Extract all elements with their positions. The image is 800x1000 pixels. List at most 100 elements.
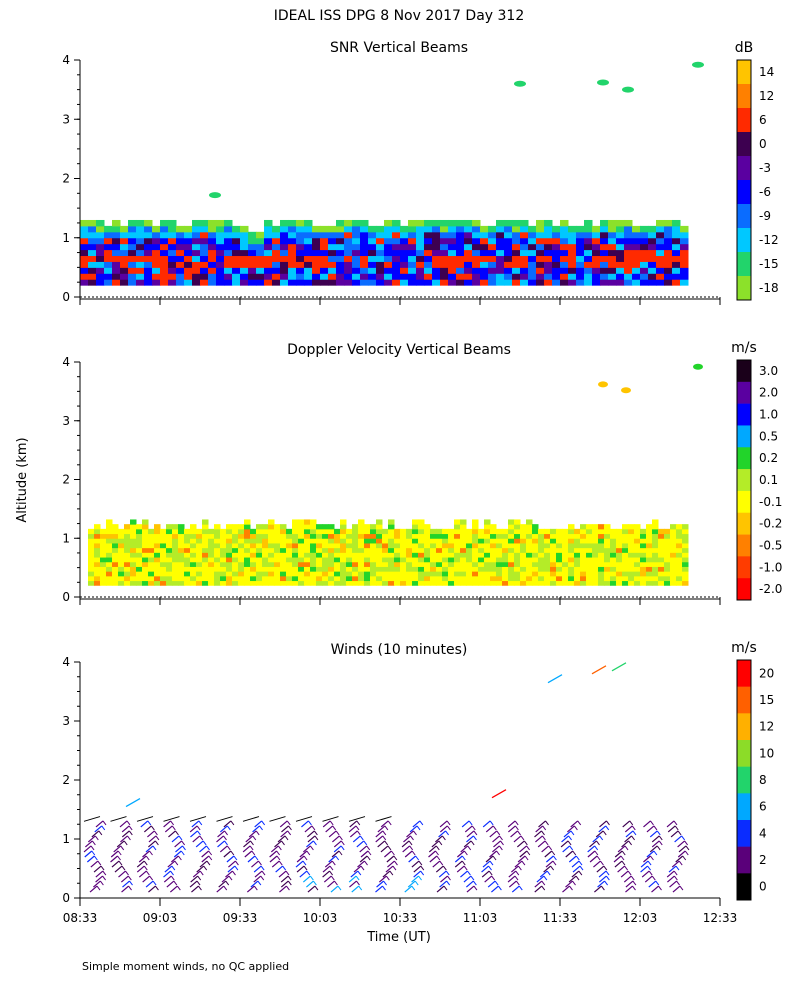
doppler-cell [424, 580, 431, 586]
wind-barb-flag [118, 860, 123, 866]
snr-cell [248, 249, 257, 257]
doppler-cell [304, 571, 311, 577]
doppler-cell [508, 524, 515, 530]
snr-cell [616, 225, 625, 233]
snr-cell [232, 255, 241, 262]
snr-cell [128, 255, 137, 262]
snr-cell [672, 225, 681, 233]
snr-cell [672, 231, 681, 239]
doppler-cell [460, 566, 467, 572]
snr-cell [448, 243, 457, 251]
doppler-cell [286, 575, 293, 582]
doppler-cell [544, 542, 551, 549]
snr-cell [464, 261, 473, 268]
snr-cell [424, 273, 433, 280]
snr-cell [416, 273, 425, 280]
wind-barb [226, 855, 235, 863]
snr-cell [496, 231, 505, 239]
doppler-cell [622, 580, 629, 586]
wind-barb-flag [208, 855, 213, 861]
doppler-cell [226, 542, 233, 549]
wind-barb [243, 840, 251, 848]
wind-barb [280, 830, 289, 838]
doppler-cell [412, 533, 419, 539]
snr-cell [464, 219, 473, 227]
doppler-cell [472, 566, 479, 572]
wind-barb-flag [658, 835, 663, 841]
doppler-cell [256, 580, 263, 586]
doppler-cell [532, 566, 539, 572]
snr-cell [392, 267, 401, 274]
doppler-cell [454, 538, 461, 544]
doppler-cell [526, 524, 533, 530]
snr-cell [440, 249, 449, 257]
snr-cell [368, 261, 377, 268]
snr-cell [624, 261, 633, 268]
doppler-cell [346, 547, 353, 553]
snr-cell [400, 255, 409, 262]
doppler-cell [550, 533, 557, 539]
wind-barb-flag [173, 880, 178, 886]
snr-cell [664, 249, 673, 257]
doppler-cell [430, 542, 437, 549]
doppler-cell [142, 524, 149, 530]
snr-cell [312, 255, 321, 262]
snr-cell [440, 219, 449, 227]
wind-barb [322, 865, 331, 873]
snr-cell [232, 249, 241, 257]
snr-cell [504, 255, 513, 262]
colorbar-label: 0 [759, 137, 767, 151]
x-axis-label: Time (UT) [366, 930, 431, 945]
doppler-cell [472, 571, 479, 577]
doppler-cell [592, 547, 599, 553]
snr-cell [152, 273, 161, 280]
doppler-cell [544, 561, 551, 567]
snr-cell [312, 279, 321, 286]
snr-cell [296, 261, 305, 268]
doppler-cell [136, 566, 143, 572]
doppler-cell [250, 552, 257, 558]
doppler-cell [130, 566, 137, 572]
doppler-cell [460, 571, 467, 577]
doppler-cell [478, 571, 485, 577]
doppler-cell [394, 580, 401, 586]
doppler-cell [232, 524, 239, 530]
wind-barb [641, 870, 650, 878]
wind-barb-flag [145, 855, 150, 861]
snr-cell [432, 261, 441, 268]
snr-cell [496, 273, 505, 280]
wind-barb [587, 845, 596, 853]
doppler-cell [646, 542, 653, 549]
wind-barb [281, 825, 289, 833]
wind-barb-flag [358, 885, 363, 891]
doppler-cell [532, 547, 539, 553]
wind-barb-flag [366, 855, 371, 861]
doppler-cell [478, 557, 485, 563]
wind-barb-flag [180, 850, 185, 856]
snr-cell [512, 237, 521, 245]
snr-cell [560, 255, 569, 262]
snr-cell [208, 225, 217, 233]
wind-barb-flag [441, 835, 446, 841]
colorbar-label: 1.0 [759, 408, 778, 422]
wind-barb [537, 840, 546, 848]
doppler-cell [652, 571, 659, 577]
doppler-cell [538, 528, 545, 535]
doppler-cell [556, 538, 563, 544]
doppler-cell [364, 580, 371, 586]
y-tick-label: 1 [62, 832, 70, 846]
wind-barb-flag [206, 860, 211, 866]
wind-barb [591, 665, 607, 675]
snr-cell [448, 237, 457, 245]
snr-cell [328, 267, 337, 274]
y-tick-label: 0 [62, 590, 70, 604]
wind-barb [242, 845, 251, 853]
doppler-cell [526, 552, 533, 558]
wind-barb [360, 850, 369, 858]
doppler-cell [634, 538, 641, 544]
doppler-cell [148, 547, 155, 553]
snr-cell [528, 255, 537, 262]
doppler-cell [358, 552, 365, 558]
wind-barb [491, 789, 507, 799]
doppler-cell [292, 566, 299, 572]
